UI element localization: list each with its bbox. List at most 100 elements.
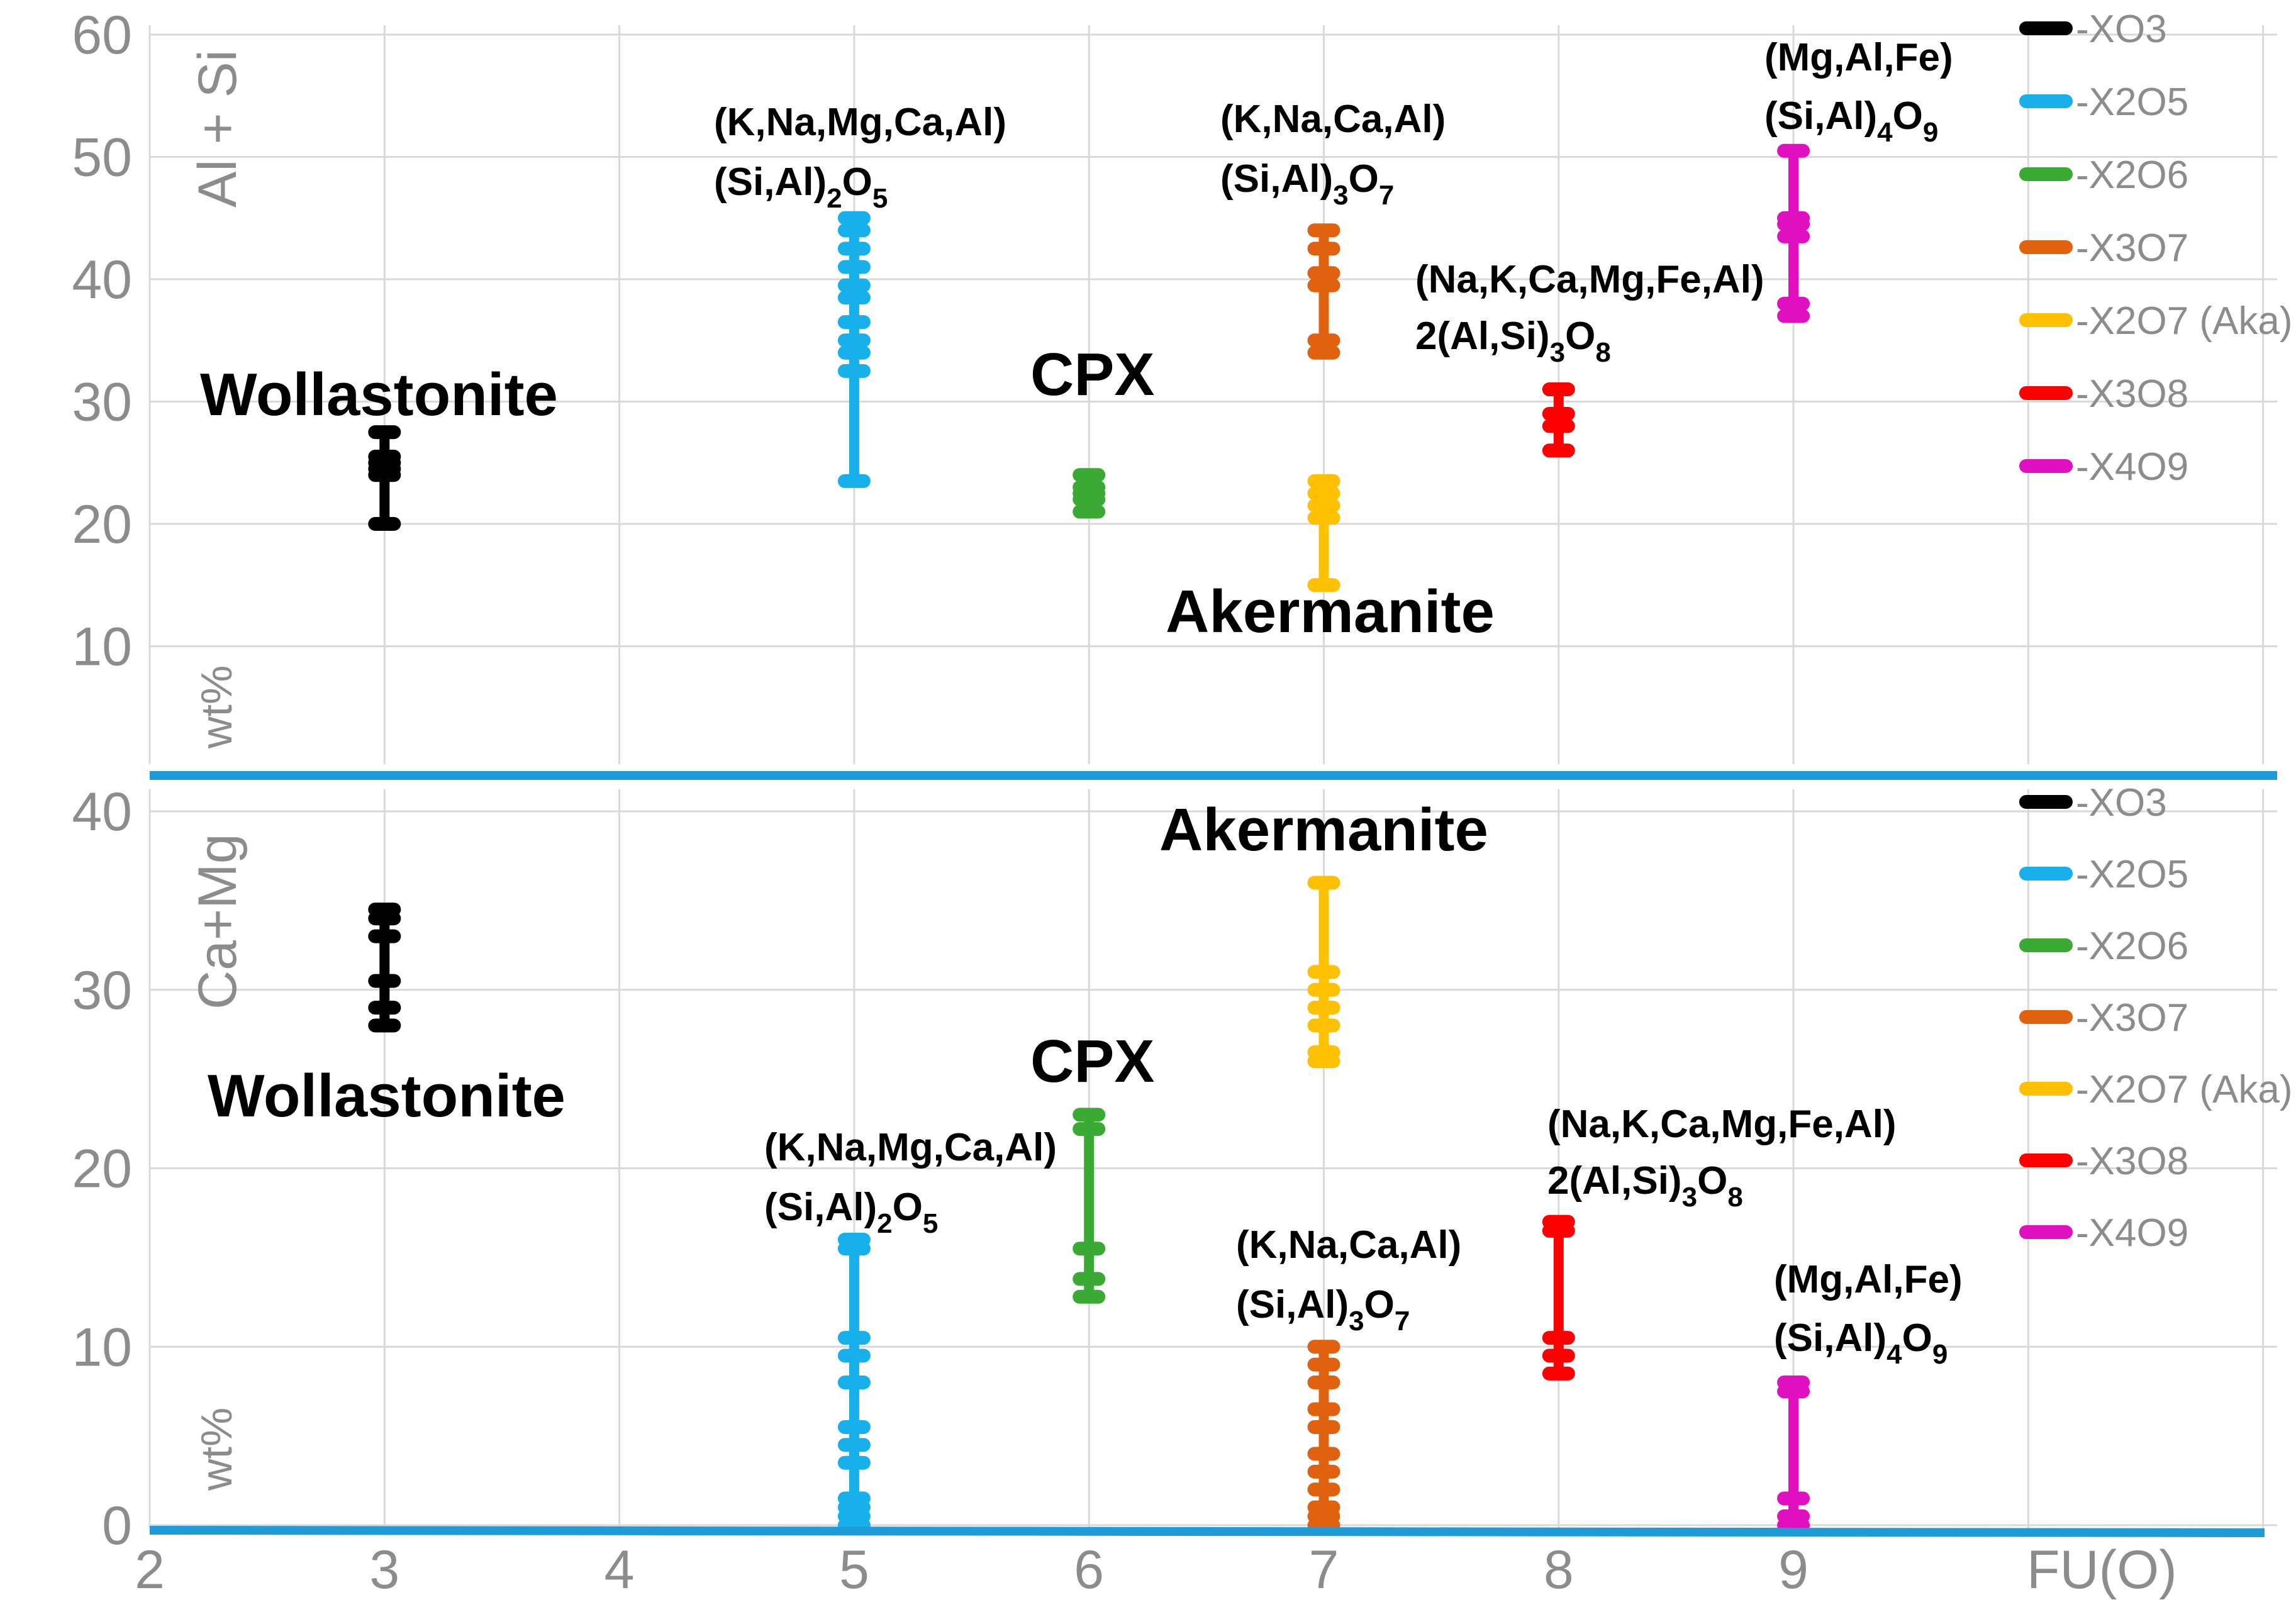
bot-legend-swatch-3 bbox=[2019, 1010, 2073, 1024]
bottom-annotation-x2o5-line1: (K,Na,Mg,Ca,Al) bbox=[764, 1126, 1057, 1169]
bottom-y-tick-labels: 0 10 20 30 40 bbox=[72, 782, 132, 1556]
bot-point-1-7 bbox=[837, 1376, 871, 1389]
bot-point-0-2 bbox=[368, 974, 401, 988]
bot-point-4-5 bbox=[1307, 965, 1340, 979]
bot-point-4-3 bbox=[1307, 1001, 1340, 1015]
top-legend-swatch-0 bbox=[2019, 21, 2073, 35]
top-y-tick-3: 40 bbox=[72, 250, 132, 310]
x-tick-4: 4 bbox=[605, 1540, 635, 1600]
bot-point-2-1 bbox=[1073, 1272, 1106, 1286]
top-point-5-0 bbox=[1542, 443, 1575, 458]
top-point-6-4 bbox=[1777, 211, 1810, 225]
bot-point-3-10 bbox=[1307, 1340, 1340, 1354]
top-gridlines bbox=[148, 25, 2277, 764]
bot-point-1-11 bbox=[837, 1233, 871, 1247]
x-tick-7: 7 bbox=[1309, 1540, 1339, 1600]
top-point-4-4 bbox=[1307, 474, 1340, 488]
top-point-0-0 bbox=[368, 517, 401, 531]
bottom-annotation-x3o8-line1: (Na,K,Ca,Mg,Fe,Al) bbox=[1547, 1103, 1897, 1146]
top-point-3-5 bbox=[1307, 223, 1340, 238]
top-annotation-x3o7-line1: (K,Na,Ca,Al) bbox=[1220, 97, 1446, 141]
x-tick-labels: 2 3 4 5 6 7 8 9 bbox=[135, 1540, 1808, 1600]
top-legend-label-4: -X2O7 (Aka) bbox=[2076, 299, 2293, 343]
top-point-3-1 bbox=[1307, 333, 1340, 348]
bot-legend-label-1: -X2O5 bbox=[2076, 853, 2188, 896]
bot-y-tick-0: 0 bbox=[102, 1496, 132, 1556]
top-series-marks bbox=[368, 143, 1810, 592]
bot-point-3-9 bbox=[1307, 1357, 1340, 1372]
top-series-x2o6 bbox=[1073, 468, 1106, 519]
bot-point-6-1 bbox=[1777, 1509, 1810, 1523]
top-y-tick-0: 10 bbox=[72, 617, 132, 677]
bot-point-1-9 bbox=[837, 1331, 871, 1345]
top-legend-label-2: -X2O6 bbox=[2076, 153, 2188, 197]
top-annotation-x4o9-line2: (Si,Al)4O9 bbox=[1764, 94, 1938, 148]
top-legend-swatch-6 bbox=[2019, 459, 2073, 473]
top-y-tick-labels: 10 20 30 40 50 60 bbox=[72, 5, 132, 677]
bot-y-tick-1: 10 bbox=[72, 1317, 132, 1377]
bot-point-1-8 bbox=[837, 1348, 871, 1363]
bot-point-5-2 bbox=[1542, 1331, 1575, 1345]
top-annotation-x3o7-line2: (Si,Al)3O7 bbox=[1220, 157, 1394, 211]
bottom-annotation-x3o7-line1: (K,Na,Ca,Al) bbox=[1236, 1223, 1461, 1267]
bottom-annotation-x4o9-line1: (Mg,Al,Fe) bbox=[1774, 1258, 1963, 1301]
top-point-4-2 bbox=[1307, 498, 1340, 513]
bot-legend-label-3: -X3O7 bbox=[2076, 996, 2188, 1040]
top-legend-label-3: -X3O7 bbox=[2076, 226, 2188, 270]
top-series-x3o8 bbox=[1542, 382, 1575, 458]
top-annotation-x2o5-line1: (K,Na,Mg,Ca,Al) bbox=[714, 101, 1006, 144]
top-point-1-9 bbox=[837, 223, 871, 238]
top-annotation-cpx: CPX bbox=[1030, 341, 1154, 408]
bottom-annotation-x4o9-line2: (Si,Al)4O9 bbox=[1774, 1316, 1948, 1370]
bot-point-3-5 bbox=[1307, 1447, 1340, 1461]
top-point-1-2 bbox=[837, 345, 871, 360]
top-series-xo3 bbox=[368, 425, 401, 531]
bottom-annotation-x2o5-line2: (Si,Al)2O5 bbox=[764, 1186, 938, 1239]
bot-point-3-4 bbox=[1307, 1464, 1340, 1479]
top-annotation-akermanite: Akermanite bbox=[1166, 578, 1495, 645]
top-legend-swatch-5 bbox=[2019, 386, 2073, 400]
bottom-gridlines bbox=[148, 789, 2277, 1528]
bot-point-0-1 bbox=[368, 1001, 401, 1015]
bottom-legend: -XO3 -X2O5 -X2O6 -X3O7 -X2O7 (Aka) -X3O8 -X4O9 bbox=[2019, 781, 2293, 1255]
bottom-annotation-x3o8-line2: 2(Al,Si)3O8 bbox=[1547, 1159, 1743, 1213]
bot-point-3-7 bbox=[1307, 1402, 1340, 1416]
bot-y-tick-4: 40 bbox=[72, 782, 132, 842]
top-point-3-4 bbox=[1307, 242, 1340, 256]
top-y-axis-label: Al + Si bbox=[187, 50, 248, 208]
bot-point-5-1 bbox=[1542, 1348, 1575, 1363]
top-point-1-5 bbox=[837, 291, 871, 305]
x-tick-9: 9 bbox=[1778, 1540, 1808, 1600]
top-legend-swatch-4 bbox=[2019, 313, 2073, 327]
bot-legend-swatch-5 bbox=[2019, 1153, 2073, 1167]
top-point-6-1 bbox=[1777, 296, 1810, 311]
x-tick-3: 3 bbox=[369, 1540, 399, 1600]
bottom-y-axis-label: Ca+Mg bbox=[187, 833, 248, 1009]
top-point-6-0 bbox=[1777, 309, 1810, 323]
top-point-4-1 bbox=[1307, 511, 1340, 525]
top-legend-swatch-3 bbox=[2019, 240, 2073, 254]
top-point-4-3 bbox=[1307, 486, 1340, 501]
top-series-x2o5 bbox=[837, 211, 871, 488]
x-tick-2: 2 bbox=[135, 1540, 165, 1600]
top-legend-label-6: -X4O9 bbox=[2076, 445, 2188, 489]
bot-y-tick-2: 20 bbox=[72, 1139, 132, 1199]
top-point-3-3 bbox=[1307, 266, 1340, 281]
top-series-x2o7-aka- bbox=[1307, 474, 1340, 592]
bot-point-2-3 bbox=[1073, 1122, 1106, 1137]
top-y-tick-4: 50 bbox=[72, 128, 132, 188]
top-point-1-8 bbox=[837, 242, 871, 256]
top-legend-swatch-1 bbox=[2019, 94, 2073, 108]
bot-point-2-0 bbox=[1073, 1289, 1106, 1304]
bot-legend-label-4: -X2O7 (Aka) bbox=[2076, 1068, 2293, 1111]
bottom-annotation-wollastonite: Wollastonite bbox=[208, 1062, 566, 1130]
bot-point-3-8 bbox=[1307, 1376, 1340, 1389]
top-point-2-4 bbox=[1073, 468, 1106, 482]
top-y-tick-1: 20 bbox=[72, 494, 132, 555]
bot-point-4-2 bbox=[1307, 1018, 1340, 1033]
bot-legend-swatch-2 bbox=[2019, 938, 2073, 952]
top-annotation-x2o5-line2: (Si,Al)2O5 bbox=[714, 160, 888, 214]
bot-series-x2o5 bbox=[837, 1233, 871, 1532]
